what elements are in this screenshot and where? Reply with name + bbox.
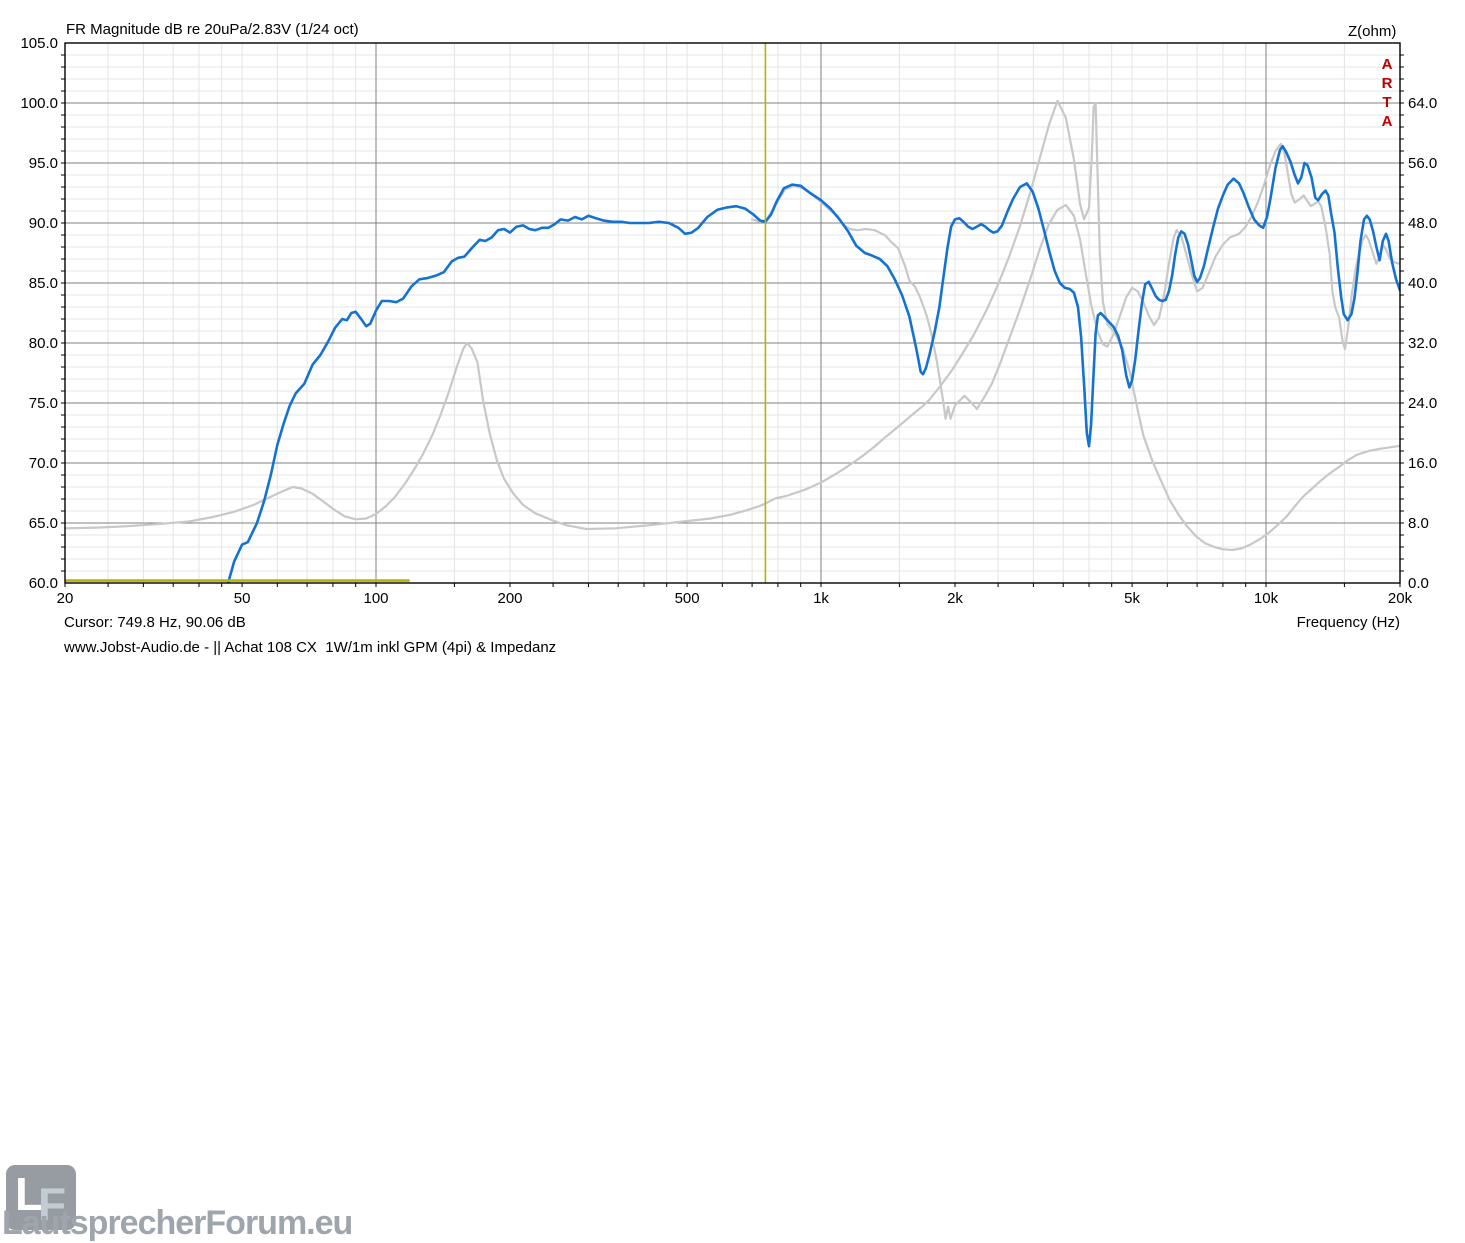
- grid-major: [65, 43, 1400, 583]
- y-axis-tick-label: 70.0: [29, 455, 58, 472]
- arta-letter: A: [1381, 56, 1393, 73]
- axis-ticks: [61, 54, 1404, 587]
- arta-logo-letters: A R T A: [1379, 55, 1395, 131]
- series-gray-1: [751, 142, 1400, 420]
- x-axis-tick-label: 200: [497, 590, 522, 607]
- z-axis-tick-label: 40.0: [1408, 275, 1437, 292]
- x-axis-tick-label: 10k: [1254, 590, 1279, 607]
- y-axis-tick-label: 85.0: [29, 275, 58, 292]
- x-axis-tick-label: 2k: [947, 590, 963, 607]
- y-axis-tick-label: 65.0: [29, 515, 58, 532]
- axis-tick-labels: 105.0 100.0 95.0 90.0 85.0 80.0 75.0 70.0 65.0 60…: [20, 35, 1437, 607]
- x-axis-title: Frequency (Hz): [1296, 614, 1400, 631]
- x-axis-tick-label: 20k: [1388, 590, 1413, 607]
- x-axis-tick-label: 500: [675, 590, 700, 607]
- z-axis-tick-label: 24.0: [1408, 395, 1437, 412]
- lf-logo-letter-l: L: [15, 1168, 44, 1220]
- z-axis-tick-label: 48.0: [1408, 215, 1437, 232]
- x-axis-tick-label: 1k: [813, 590, 829, 607]
- z-axis-tick-label: 56.0: [1408, 155, 1437, 172]
- cursor-readout: Cursor: 749.8 Hz, 90.06 dB: [64, 614, 246, 631]
- y-axis-tick-label: 80.0: [29, 335, 58, 352]
- x-axis-tick-label: 50: [234, 590, 251, 607]
- measurement-caption: www.Jobst-Audio.de - || Achat 108 CX 1W/…: [64, 639, 557, 656]
- series-blue-0: [226, 144, 1400, 583]
- lf-logo-letter-f: F: [38, 1178, 67, 1230]
- y-axis-tick-label: 75.0: [29, 395, 58, 412]
- z-axis-tick-label: 64.0: [1408, 95, 1437, 112]
- plot-border: [64, 42, 1401, 584]
- z-axis-tick-label: 32.0: [1408, 335, 1437, 352]
- z-axis-tick-label: 8.0: [1408, 515, 1429, 532]
- z-axis-tick-label: 0.0: [1408, 575, 1429, 592]
- arta-letter: R: [1381, 75, 1393, 92]
- curves: [65, 99, 1400, 583]
- x-axis-tick-label: 20: [57, 590, 74, 607]
- y-axis-tick-label: 95.0: [29, 155, 58, 172]
- fr-impedance-plot[interactable]: 105.0 100.0 95.0 90.0 85.0 80.0 75.0 70.0 65.0 60…: [0, 0, 1465, 659]
- page-title: FR Magnitude dB re 20uPa/2.83V (1/24 oct…: [66, 21, 359, 38]
- lf-logo-icon: L F: [6, 1165, 76, 1230]
- y-axis-tick-label: 100.0: [20, 95, 58, 112]
- y-axis-tick-label: 105.0: [20, 35, 58, 52]
- y-axis-tick-label: 90.0: [29, 215, 58, 232]
- x-axis-tick-label: 5k: [1124, 590, 1140, 607]
- z-axis-tick-label: 16.0: [1408, 455, 1437, 472]
- grid-minor: [65, 43, 1400, 583]
- x-axis-tick-label: 100: [363, 590, 388, 607]
- arta-letter: A: [1381, 113, 1393, 130]
- right-axis-title: Z(ohm): [1348, 23, 1397, 40]
- watermark-text: LautsprecherForum.eu: [2, 1204, 353, 1242]
- arta-letter: T: [1382, 94, 1392, 111]
- y-axis-tick-label: 60.0: [29, 575, 58, 592]
- series-gray-2: [65, 99, 1400, 552]
